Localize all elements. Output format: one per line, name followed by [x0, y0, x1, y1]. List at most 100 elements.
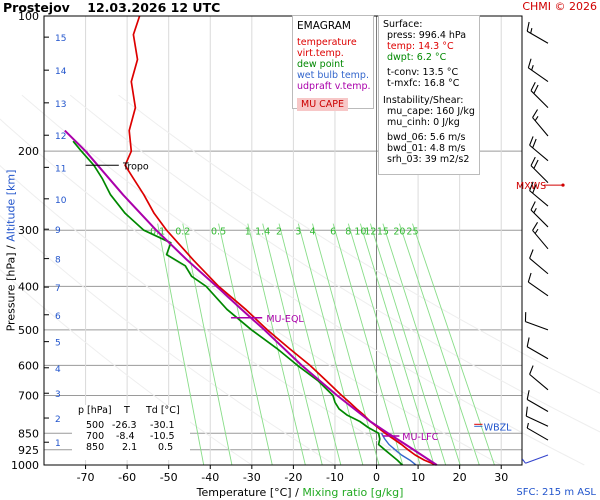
wind-barb-feather: [526, 422, 529, 429]
level-row-t: 2.1: [122, 442, 138, 453]
mixing-ratio-line: [369, 223, 447, 466]
mixing-ratio-line: [182, 223, 233, 466]
pressure-tick-label: 200: [18, 145, 39, 158]
wind-barb: [525, 454, 549, 464]
altitude-tick-label: 8: [55, 256, 61, 266]
wind-barb-feather: [525, 406, 528, 417]
legend-title: EMAGRAM: [297, 20, 351, 32]
wind-barb-feather: [532, 222, 539, 231]
wind-barb-feather: [530, 28, 533, 34]
wind-barb: [526, 399, 549, 412]
mixing-ratio-label: 3: [295, 227, 301, 238]
annotation-layer: Tropo MU-EQL MU-LFC WBZL: [85, 161, 512, 443]
mixing-ratio-label: 20: [393, 227, 405, 238]
mixing-ratio-label: 2: [276, 227, 282, 238]
level-row: 500 -26.3 -30.1: [72, 420, 190, 431]
y-axis-label: Pressure [hPa] / Altitude [km]: [5, 166, 18, 336]
level-header-p: p [hPa]: [78, 405, 112, 416]
surface-press: press: 996.4 hPa: [387, 30, 467, 41]
y-label-altitude: Altitude [km]: [4, 169, 18, 242]
level-row-p: 700: [86, 431, 105, 442]
mixing-ratio-line: [332, 223, 404, 466]
altitude-tick-label: 3: [55, 390, 61, 400]
wind-barb-feather: [534, 228, 539, 234]
mu-cape-value: mu_cape: 160 J/kg: [387, 106, 475, 117]
altitude-tick-label: 10: [55, 196, 67, 206]
mixing-ratio-line: [412, 223, 495, 466]
mu-lfc-label: MU-LFC: [402, 432, 438, 443]
altitude-tick-label: 1: [55, 439, 61, 449]
mixing-ratio-line: [218, 223, 273, 466]
mixing-ratio-label: 15: [377, 227, 389, 238]
wind-barb-feather: [532, 184, 537, 194]
mixing-ratio-line: [157, 223, 205, 466]
level-table: p [hPa] T Td [°C] 500 -26.3 -30.1 700 -8…: [72, 405, 190, 460]
pressure-tick-label: 100: [18, 10, 39, 23]
level-row-td: -30.1: [150, 420, 175, 431]
dry-adiabat: [69, 94, 600, 433]
mixing-ratio-line: [297, 223, 364, 466]
instability-title: Instability/Shear:: [383, 95, 464, 106]
dry-adiabat: [0, 164, 419, 466]
altitude-tick-label: 5: [55, 339, 61, 349]
legend-box: EMAGRAM temperature virt.temp. dew point…: [292, 15, 374, 111]
legend-virt-temp: virt.temp.: [297, 48, 344, 59]
wind-barb-feather: [529, 249, 534, 259]
pressure-tick-label: 300: [18, 224, 39, 237]
altitude-tick-label: 4: [55, 365, 61, 375]
x-label-temp: Temperature [°C]: [196, 486, 292, 499]
wind-barb: [529, 373, 549, 391]
mixing-ratio-line: [347, 223, 421, 466]
level-header-t: T: [124, 405, 130, 416]
altitude-tick-label: 15: [55, 34, 66, 44]
wind-barb-feather: [534, 115, 539, 121]
wind-barb: [525, 321, 549, 331]
wind-barb-feather: [533, 207, 537, 214]
y-label-pressure: Pressure [hPa]: [4, 252, 18, 332]
mu-cinh-value: mu_cinh: 0 J/kg: [387, 117, 460, 128]
mixing-ratio-label: 12: [364, 227, 376, 238]
level-row: 700 -8.4 -10.5: [72, 431, 190, 442]
wind-barb-feather: [527, 58, 532, 69]
series-layer: [64, 15, 438, 466]
wind-barb: [526, 415, 549, 427]
srh-03-value: srh_03: 39 m2/s2: [387, 154, 470, 165]
wind-barb-feather: [531, 65, 534, 71]
wind-barb: [526, 346, 549, 360]
level-row-td: 0.5: [158, 442, 174, 453]
chart-title: Prostejov 12.03.2026 12 UTC: [3, 0, 220, 15]
bwd-01-value: bwd_01: 4.8 m/s: [387, 143, 466, 154]
mixing-ratio-label: 1: [245, 227, 251, 238]
altitude-tick-label: 13: [55, 100, 66, 110]
credit-label: CHMI © 2026: [522, 0, 597, 13]
temperature-tick-label: -40: [201, 471, 219, 484]
temperature-tick-label: -60: [118, 471, 136, 484]
level-row-td: -10.5: [150, 431, 175, 442]
surface-dwpt: dwpt: 6.2 °C: [387, 52, 447, 63]
mixing-ratio-label: 1.4: [255, 227, 270, 238]
temperature-tick-label: 30: [494, 471, 508, 484]
dry-adiabat: [118, 94, 600, 394]
level-row-t: -8.4: [116, 431, 135, 442]
mu-cape-badge: MU CAPE: [297, 98, 349, 111]
mixing-ratio-label: 4: [309, 227, 315, 238]
pressure-tick-label: 925: [18, 444, 39, 457]
wbzl-label: WBZL: [484, 422, 512, 433]
altitude-tick-label: 9: [55, 226, 61, 236]
pressure-tick-label: 850: [18, 427, 39, 440]
mixing-ratio-label: 25: [406, 227, 418, 238]
mu-eql-label: MU-EQL: [266, 314, 304, 325]
dew-point-line: [72, 140, 403, 466]
altitude-tick-label: 7: [55, 284, 61, 294]
altitude-tick-label: 6: [55, 312, 61, 322]
x-label-mixing: Mixing ratio [g/kg]: [302, 486, 404, 499]
temperature-tick-label: 0: [373, 471, 380, 484]
legend-dew-point: dew point: [297, 59, 344, 70]
dry-adiabat: [0, 215, 336, 466]
mxws-dot: [561, 183, 565, 187]
altitude-tick-label: 11: [55, 164, 66, 174]
temperature-tick-label: -10: [326, 471, 344, 484]
wind-barb: [528, 281, 549, 297]
dry-adiabat: [0, 268, 253, 466]
